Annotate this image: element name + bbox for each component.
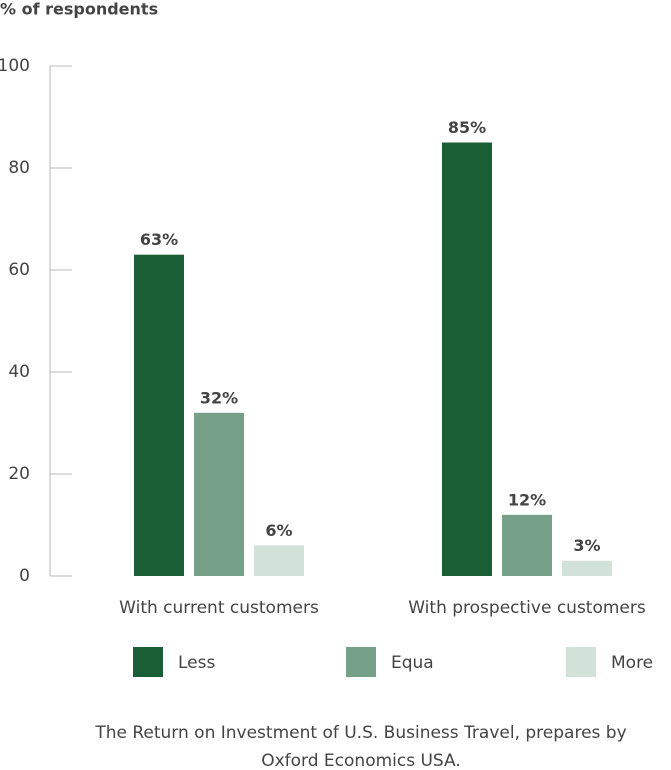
data-label: 63%	[140, 230, 178, 249]
bar	[562, 560, 612, 576]
y-tick-label: 0	[19, 566, 30, 586]
y-axis-title: % of respondents	[0, 0, 158, 19]
y-tick-label: 20	[8, 464, 30, 484]
legend-swatch	[346, 647, 376, 677]
legend-label: Equa	[391, 653, 434, 673]
bar	[254, 545, 304, 576]
bar	[134, 254, 184, 576]
data-label: 3%	[573, 536, 600, 555]
bar	[194, 412, 244, 576]
legend-label: Less	[178, 653, 215, 673]
legend-label: More	[611, 653, 653, 673]
bar	[502, 514, 552, 576]
legend-swatch	[133, 647, 163, 677]
data-label: 12%	[508, 490, 546, 509]
y-tick-label: 80	[8, 158, 30, 178]
source-note: Oxford Economics USA.	[261, 751, 461, 770]
y-tick-label: 60	[8, 260, 30, 280]
y-tick-label: 40	[8, 362, 30, 382]
source-note: The Return on Investment of U.S. Busines…	[94, 723, 626, 743]
data-label: 85%	[448, 118, 486, 137]
legend-swatch	[566, 647, 596, 677]
x-tick-label: With prospective customers	[408, 598, 646, 618]
x-tick-label: With current customers	[119, 598, 319, 618]
data-label: 32%	[200, 388, 238, 407]
bar	[442, 142, 492, 576]
data-label: 6%	[265, 521, 292, 540]
y-tick-label: 100	[0, 56, 30, 76]
